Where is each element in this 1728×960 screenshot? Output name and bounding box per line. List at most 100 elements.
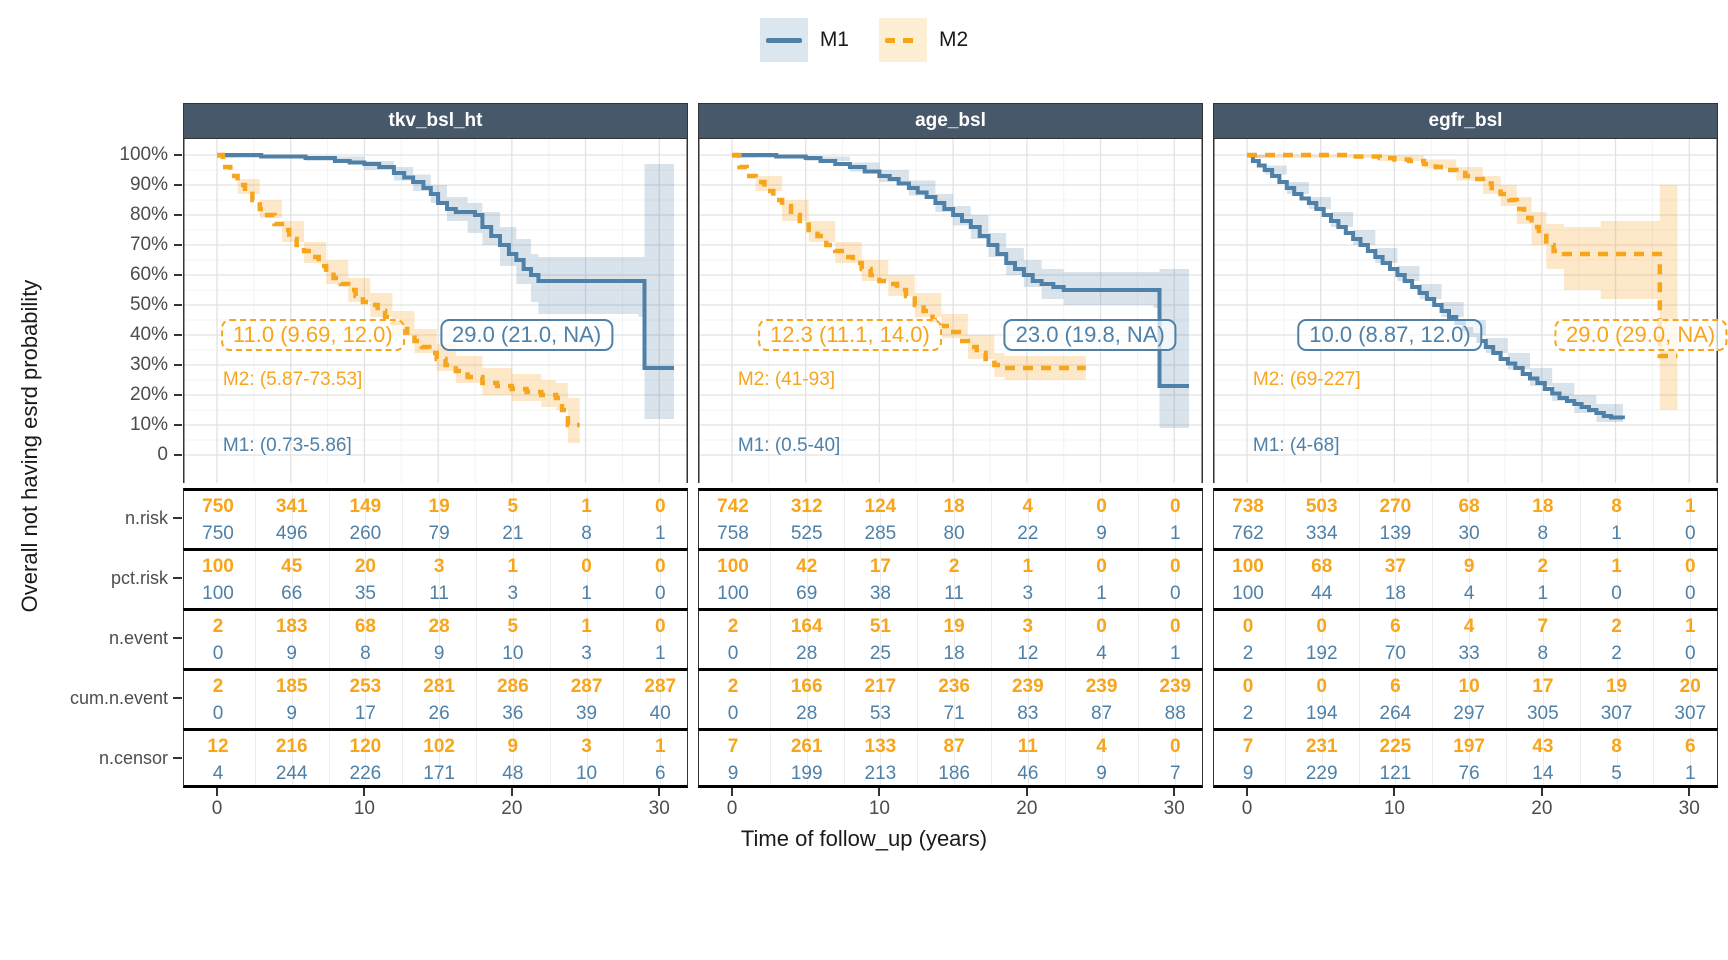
table-gridline bbox=[880, 491, 882, 548]
facet-title: age_bsl bbox=[915, 110, 986, 131]
risk-value-m1: 66 bbox=[281, 583, 303, 604]
table-gridline bbox=[1175, 611, 1177, 668]
table-gridline bbox=[439, 551, 441, 608]
risk-value-m1: 3 bbox=[581, 643, 592, 664]
table-gridline bbox=[1469, 551, 1471, 608]
table-gridline bbox=[402, 491, 404, 548]
table-gridline bbox=[1653, 491, 1655, 548]
risk-table-group: 742 758 312 525 124 285 18 80 4 22 0 9 0 1 bbox=[698, 488, 1203, 548]
table-gridline bbox=[954, 491, 956, 548]
x-axis-title: Time of follow_up (years) bbox=[740, 826, 988, 851]
table-gridline bbox=[475, 671, 477, 728]
table-gridline bbox=[1579, 671, 1581, 728]
risk-value-m1: 525 bbox=[790, 523, 823, 544]
risk-value-m1: 192 bbox=[1305, 643, 1338, 664]
table-gridline bbox=[291, 491, 293, 548]
y-axis-tick-label: 80% bbox=[129, 204, 168, 225]
risk-value-m1: 0 bbox=[1611, 583, 1622, 604]
risk-value-m2: 261 bbox=[790, 736, 823, 757]
table-gridline bbox=[1064, 731, 1066, 785]
table-gridline bbox=[254, 551, 256, 608]
risk-value-m1: 1 bbox=[1096, 583, 1107, 604]
risk-value-m1: 35 bbox=[354, 583, 376, 604]
risk-value-m2: 4 bbox=[1096, 736, 1107, 757]
risk-value-m1: 0 bbox=[1684, 583, 1696, 604]
risk-value-m2: 225 bbox=[1379, 736, 1412, 757]
table-gridline bbox=[365, 731, 367, 785]
table-gridline bbox=[1138, 491, 1140, 548]
table-gridline bbox=[806, 731, 808, 785]
table-gridline bbox=[1653, 731, 1655, 785]
table-gridline bbox=[402, 551, 404, 608]
km-plot-area bbox=[183, 139, 688, 483]
risk-value-m2: 0 bbox=[654, 556, 666, 577]
risk-value-m2: 1 bbox=[581, 496, 592, 517]
table-gridline bbox=[1432, 551, 1434, 608]
risk-value-m1: 194 bbox=[1305, 703, 1338, 724]
facet-strip: egfr_bsl bbox=[1213, 103, 1718, 139]
table-gridline bbox=[475, 611, 477, 668]
y-axis-tick-label: 70% bbox=[129, 234, 168, 255]
row-label-tick bbox=[173, 757, 182, 759]
risk-value-m2: 750 bbox=[202, 496, 234, 517]
risk-value-m1: 9 bbox=[286, 643, 297, 664]
facet-title: egfr_bsl bbox=[1428, 110, 1503, 131]
risk-value-m2: 239 bbox=[1085, 676, 1118, 697]
risk-value-m1: 7 bbox=[1169, 763, 1181, 784]
risk-value-m2: 2 bbox=[212, 676, 224, 697]
risk-value-m1: 100 bbox=[717, 583, 749, 604]
table-gridline bbox=[1395, 551, 1397, 608]
table-gridline bbox=[1542, 491, 1544, 548]
risk-value-m2: 68 bbox=[1311, 556, 1333, 577]
risk-table-group: 738 762 503 334 270 139 68 30 18 8 8 1 1 0 bbox=[1213, 488, 1718, 548]
risk-value-m2: 312 bbox=[790, 496, 823, 517]
table-gridline bbox=[660, 491, 662, 548]
table-gridline bbox=[1616, 551, 1618, 608]
risk-value-m2: 0 bbox=[1096, 556, 1107, 577]
risk-value-m1: 307 bbox=[1600, 703, 1633, 724]
table-gridline bbox=[1579, 611, 1581, 668]
table-gridline bbox=[990, 611, 992, 668]
risk-value-m1: 9 bbox=[433, 643, 445, 664]
risk-value-m1: 9 bbox=[286, 703, 297, 724]
risk-value-m1: 21 bbox=[502, 523, 524, 544]
risk-value-m1: 3 bbox=[507, 583, 519, 604]
risk-table-group: 7 9 261 199 133 213 87 186 11 46 4 9 0 7 bbox=[698, 728, 1203, 788]
y-axis-tick bbox=[174, 154, 182, 156]
risk-value-m2: 5 bbox=[507, 496, 519, 517]
table-gridline bbox=[1027, 491, 1029, 548]
table-gridline bbox=[843, 731, 845, 785]
table-gridline bbox=[1542, 731, 1544, 785]
risk-value-m1: 0 bbox=[212, 643, 224, 664]
risk-value-m2: 18 bbox=[1532, 496, 1554, 517]
x-axis-tick bbox=[1540, 788, 1543, 796]
table-gridline bbox=[549, 731, 551, 785]
table-gridline bbox=[806, 671, 808, 728]
row-label-tick bbox=[173, 697, 182, 699]
y-axis-tick-label: 40% bbox=[129, 324, 168, 345]
solid-line-icon bbox=[765, 37, 802, 43]
risk-table-row-label: n.censor bbox=[98, 748, 168, 768]
risk-value-m1: 79 bbox=[428, 523, 450, 544]
risk-value-m2: 1 bbox=[1684, 496, 1696, 517]
km-plot-area bbox=[698, 139, 1203, 483]
risk-value-m2: 7 bbox=[1537, 616, 1549, 637]
risk-value-m2: 1 bbox=[1611, 556, 1622, 577]
risk-value-m2: 2 bbox=[1537, 556, 1549, 577]
risk-value-m2: 236 bbox=[938, 676, 970, 697]
risk-value-m1: 305 bbox=[1526, 703, 1559, 724]
table-gridline bbox=[1432, 731, 1434, 785]
table-gridline bbox=[1395, 611, 1397, 668]
risk-value-m1: 9 bbox=[1242, 763, 1254, 784]
y-axis-tick-label: 30% bbox=[129, 354, 168, 375]
table-gridline bbox=[1284, 551, 1286, 608]
risk-table-group: 0 2 0 194 6 264 10 297 17 305 19 307 20 307 bbox=[1213, 668, 1718, 728]
table-gridline bbox=[806, 611, 808, 668]
table-gridline bbox=[769, 551, 771, 608]
table-gridline bbox=[1101, 731, 1103, 785]
risk-value-m1: 100 bbox=[202, 583, 234, 604]
table-gridline bbox=[1616, 491, 1618, 548]
risk-value-m2: 183 bbox=[275, 616, 308, 637]
table-gridline bbox=[291, 731, 293, 785]
x-axis-tick bbox=[510, 788, 513, 796]
